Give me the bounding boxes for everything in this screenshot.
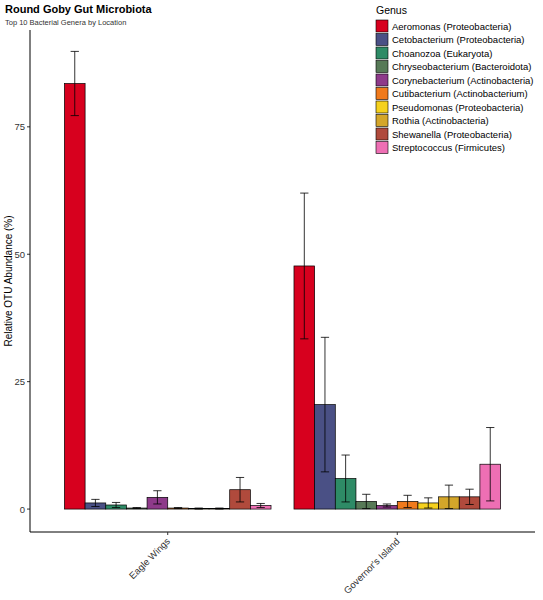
error-bar bbox=[300, 193, 308, 339]
bar bbox=[209, 508, 230, 510]
x-axis bbox=[30, 532, 535, 533]
error-bar bbox=[71, 51, 79, 115]
error-bar bbox=[257, 503, 265, 507]
error-bar bbox=[403, 495, 411, 507]
error-bar bbox=[445, 485, 453, 508]
error-bar bbox=[321, 337, 329, 472]
y-axis bbox=[30, 30, 31, 532]
subtitle: Top 10 Bacterial Genera by Location bbox=[5, 18, 126, 27]
error-bar bbox=[153, 491, 161, 504]
title: Round Goby Gut Microbiota bbox=[5, 3, 153, 15]
y-axis-label: Relative OTU Abundance (%) bbox=[3, 215, 14, 346]
legend-label: Choanozoa (Eukaryota) bbox=[392, 48, 492, 59]
y-tick-label: 75 bbox=[14, 121, 25, 132]
bar bbox=[188, 508, 209, 510]
error-bar bbox=[424, 498, 432, 508]
bars bbox=[64, 51, 500, 509]
legend-key bbox=[376, 115, 388, 127]
legend-key bbox=[376, 142, 388, 154]
error-bar bbox=[465, 489, 473, 504]
y-tick-label: 50 bbox=[14, 249, 25, 260]
x-tick bbox=[397, 532, 398, 535]
error-bar bbox=[91, 499, 99, 506]
chart: Round Goby Gut Microbiota Top 10 Bacteria… bbox=[0, 0, 543, 600]
legend-label: Shewanella (Proteobacteria) bbox=[392, 129, 512, 140]
y-tick-label: 25 bbox=[14, 376, 25, 387]
legend-key bbox=[376, 101, 388, 113]
legend-label: Pseudomonas (Proteobacteria) bbox=[392, 102, 524, 113]
error-bar bbox=[195, 508, 203, 509]
legend-label: Aeromonas (Proteobacteria) bbox=[392, 21, 511, 32]
error-bar bbox=[486, 428, 494, 501]
legend-key bbox=[376, 61, 388, 73]
bar bbox=[126, 508, 147, 509]
error-bar bbox=[341, 455, 349, 502]
legend-label: Cetobacterium (Proteobacteria) bbox=[392, 34, 525, 45]
y-tick-label: 0 bbox=[20, 504, 25, 515]
legend-label: Cutibacterium (Actinobacterium) bbox=[392, 88, 528, 99]
legend-title: Genus bbox=[376, 4, 407, 16]
legend-key bbox=[376, 74, 388, 86]
legend-key bbox=[376, 128, 388, 140]
legend-key bbox=[376, 20, 388, 32]
error-bar bbox=[236, 477, 244, 501]
error-bar bbox=[362, 494, 370, 508]
bar bbox=[64, 84, 85, 510]
legend-label: Chryseobacterium (Bacteroidota) bbox=[392, 61, 531, 72]
legend-label: Rothia (Actinobacteria) bbox=[392, 115, 489, 126]
error-bar bbox=[133, 508, 141, 509]
legend-label: Corynebacterium (Actinobacteria) bbox=[392, 75, 534, 86]
legend-key bbox=[376, 88, 388, 100]
bar bbox=[168, 508, 189, 509]
error-bar bbox=[215, 508, 223, 509]
legend-label: Streptococcus (Firmicutes) bbox=[392, 142, 505, 153]
x-tick bbox=[167, 532, 168, 535]
legend-key bbox=[376, 34, 388, 46]
x-tick-label: Eagle Wings bbox=[127, 535, 173, 581]
legend-key bbox=[376, 47, 388, 59]
x-tick-label: Governor's Island bbox=[341, 536, 401, 596]
error-bar bbox=[383, 504, 391, 507]
error-bar bbox=[174, 508, 182, 509]
error-bar bbox=[112, 502, 120, 507]
